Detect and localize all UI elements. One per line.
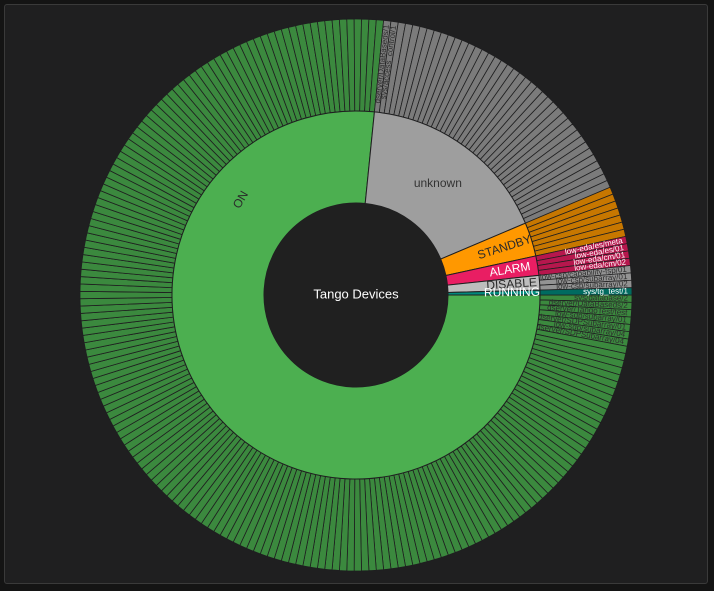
state-label-running: RUNNING: [484, 285, 540, 300]
device-label: sys/database/2: [574, 293, 628, 303]
device-label: sys/tg_test/1: [583, 286, 629, 296]
state-label-disable: DISABLE: [486, 275, 538, 292]
device-label: low-csp/subarray/02: [556, 279, 628, 291]
state-label-unknown: unknown: [414, 176, 462, 190]
state-label-alarm: ALARM: [488, 259, 531, 279]
center-hole: [264, 203, 448, 387]
chart-title: Tango Devices: [313, 286, 399, 301]
